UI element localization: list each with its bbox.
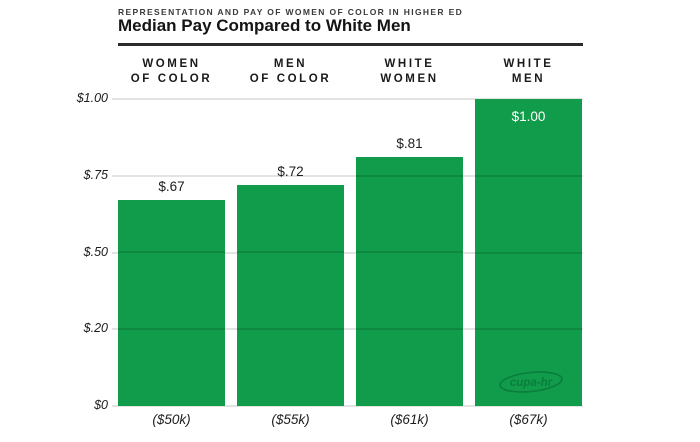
bar-white-men — [475, 99, 582, 406]
bar-gridline — [118, 251, 225, 254]
header-line: OF COLOR — [249, 73, 332, 85]
value-label-white-women: $.81 — [396, 136, 423, 152]
gridline — [112, 405, 583, 407]
bar-men-of-color — [237, 184, 344, 406]
bar-gridline — [237, 251, 344, 254]
value-label-women-of-color: $.67 — [158, 179, 185, 195]
chart-title: Median Pay Compared to White Men — [118, 16, 411, 35]
gridline — [112, 98, 583, 100]
header-white-women: WHITE WOMEN — [325, 57, 495, 87]
header-line: MEN — [273, 58, 308, 70]
bar-gridline — [356, 174, 463, 177]
gridline — [112, 174, 583, 177]
header-white-men: WHITE MEN — [444, 57, 614, 87]
header-line: WHITE — [503, 58, 554, 70]
bar-gridline — [118, 328, 225, 331]
header-women-of-color: WOMEN OF COLOR — [87, 57, 257, 87]
salary-label-men-of-color: ($55k) — [271, 412, 310, 427]
header-line: WHITE — [384, 58, 435, 70]
gridline — [112, 251, 583, 254]
logo-ellipse — [499, 371, 563, 393]
title-divider — [118, 43, 583, 46]
bar-gridline — [356, 328, 463, 331]
header-line: WOMEN — [142, 58, 201, 70]
header-line: WOMEN — [380, 73, 439, 85]
y-axis-tick-label: $.75 — [83, 167, 108, 182]
bar-gridline — [356, 251, 463, 254]
bar-gridline — [237, 328, 344, 331]
header-men-of-color: MEN OF COLOR — [206, 57, 376, 87]
value-label-white-men: $1.00 — [511, 109, 546, 124]
bar-gridline — [475, 328, 582, 331]
bar-white-women — [356, 157, 463, 406]
bar-women-of-color — [118, 200, 225, 406]
bar-gridline — [475, 251, 582, 254]
y-axis-tick-label: $.50 — [83, 244, 108, 259]
salary-label-women-of-color: ($50k) — [152, 412, 191, 427]
value-label-men-of-color: $.72 — [277, 163, 304, 179]
gridline — [112, 328, 583, 331]
logo-text: cupa-hr — [510, 377, 553, 389]
y-axis-tick-label: $0 — [94, 398, 108, 412]
header-line: OF COLOR — [130, 73, 213, 85]
bar-gridline — [475, 174, 582, 177]
header-line: MEN — [511, 73, 546, 85]
y-axis-tick-label: $1.00 — [76, 91, 108, 105]
cupa-hr-logo: cupa-hr — [499, 371, 563, 393]
chart-kicker: REPRESENTATION AND PAY OF WOMEN OF COLOR… — [118, 7, 464, 17]
y-axis-tick-label: $.20 — [83, 321, 108, 336]
salary-label-white-women: ($61k) — [390, 412, 429, 427]
salary-label-white-men: ($67k) — [509, 412, 548, 427]
